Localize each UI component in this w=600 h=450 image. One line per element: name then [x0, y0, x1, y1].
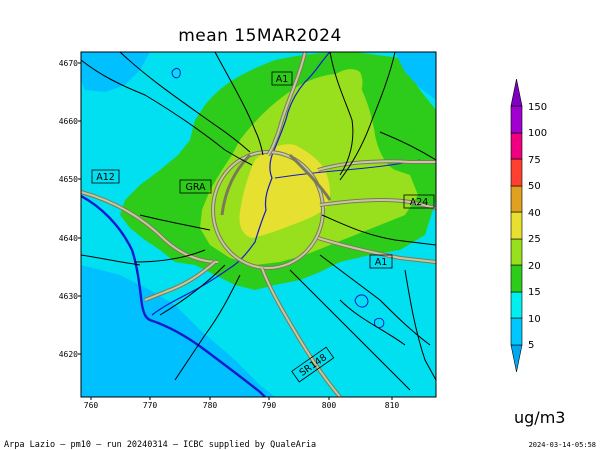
colorbar-top-arrow — [510, 78, 523, 107]
x-tick-label: 780 — [203, 401, 218, 410]
y-tick-label: 4630 — [59, 292, 78, 301]
road-label-a24: A24 — [403, 194, 435, 209]
field-band-blue-sw — [81, 265, 275, 397]
field-band-yellow-north — [330, 69, 363, 103]
colorbar-label: 25 — [528, 234, 541, 245]
road-label-gra: GRA — [179, 179, 212, 194]
y-tick-label: 4660 — [59, 117, 78, 126]
y-tick-label: 4670 — [59, 59, 78, 68]
svg-text:GRA: GRA — [185, 182, 206, 193]
x-tick-label: 760 — [84, 401, 99, 410]
road-label-a12: A12 — [91, 169, 120, 184]
x-tick-label: 810 — [385, 401, 400, 410]
footer-credit: Arpa Lazio – pm10 – run 20240314 – ICBC … — [4, 440, 317, 450]
colorbar-segment — [510, 185, 523, 213]
lake-south — [374, 317, 385, 329]
colorbar-segment — [510, 317, 523, 346]
svg-text:A12: A12 — [96, 172, 115, 183]
coastline — [81, 194, 266, 397]
svg-text:A1: A1 — [276, 74, 289, 85]
y-tick-label: 4620 — [59, 350, 78, 359]
river-aniene — [274, 159, 421, 179]
x-tick-label: 790 — [262, 401, 277, 410]
colorbar-segment — [510, 264, 523, 293]
colorbar-label: 150 — [528, 102, 547, 113]
colorbar-label: 40 — [528, 208, 541, 219]
svg-text:A1: A1 — [375, 257, 388, 268]
colorbar-label: 100 — [528, 128, 547, 139]
x-axis: 760 770 780 790 800 810 — [84, 397, 400, 410]
road-network — [81, 52, 436, 397]
road-label-a1-southeast: A1 — [369, 254, 393, 269]
road-label-a1-north: A1 — [271, 71, 293, 86]
footer-timestamp: 2024-03-14-05:58 — [528, 441, 596, 449]
colorbar-segment — [510, 105, 523, 134]
colorbar: 5 10 15 20 25 40 50 75 100 150 — [510, 78, 547, 373]
units-label: ug/m3 — [514, 408, 566, 427]
colorbar-label: 20 — [528, 261, 541, 272]
colorbar-segment — [510, 132, 523, 160]
lake-southeast — [354, 294, 369, 308]
y-tick-label: 4640 — [59, 234, 78, 243]
map-frame — [80, 51, 437, 398]
colorbar-label: 50 — [528, 181, 541, 192]
svg-text:A24: A24 — [410, 197, 429, 208]
y-tick-label: 4650 — [59, 175, 78, 184]
tiber-river — [151, 52, 331, 316]
colorbar-label: 10 — [528, 314, 541, 325]
map-title: mean 15MAR2024 — [178, 26, 342, 46]
colorbar-bottom-arrow — [510, 344, 523, 373]
field-band-blue-ne — [395, 52, 436, 100]
colorbar-label: 75 — [528, 155, 541, 166]
colorbar-segment — [510, 211, 523, 240]
field-band-blue-nw — [81, 52, 150, 92]
y-axis: 4670 4660 4650 4640 4630 4620 — [59, 59, 81, 359]
pollution-field — [81, 52, 436, 397]
x-tick-label: 800 — [322, 401, 337, 410]
colorbar-label: 5 — [528, 340, 534, 351]
lake-north — [171, 67, 181, 79]
colorbar-segment — [510, 238, 523, 266]
colorbar-label: 15 — [528, 287, 541, 298]
colorbar-segment — [510, 291, 523, 319]
x-tick-label: 770 — [143, 401, 158, 410]
colorbar-segment — [510, 158, 523, 187]
